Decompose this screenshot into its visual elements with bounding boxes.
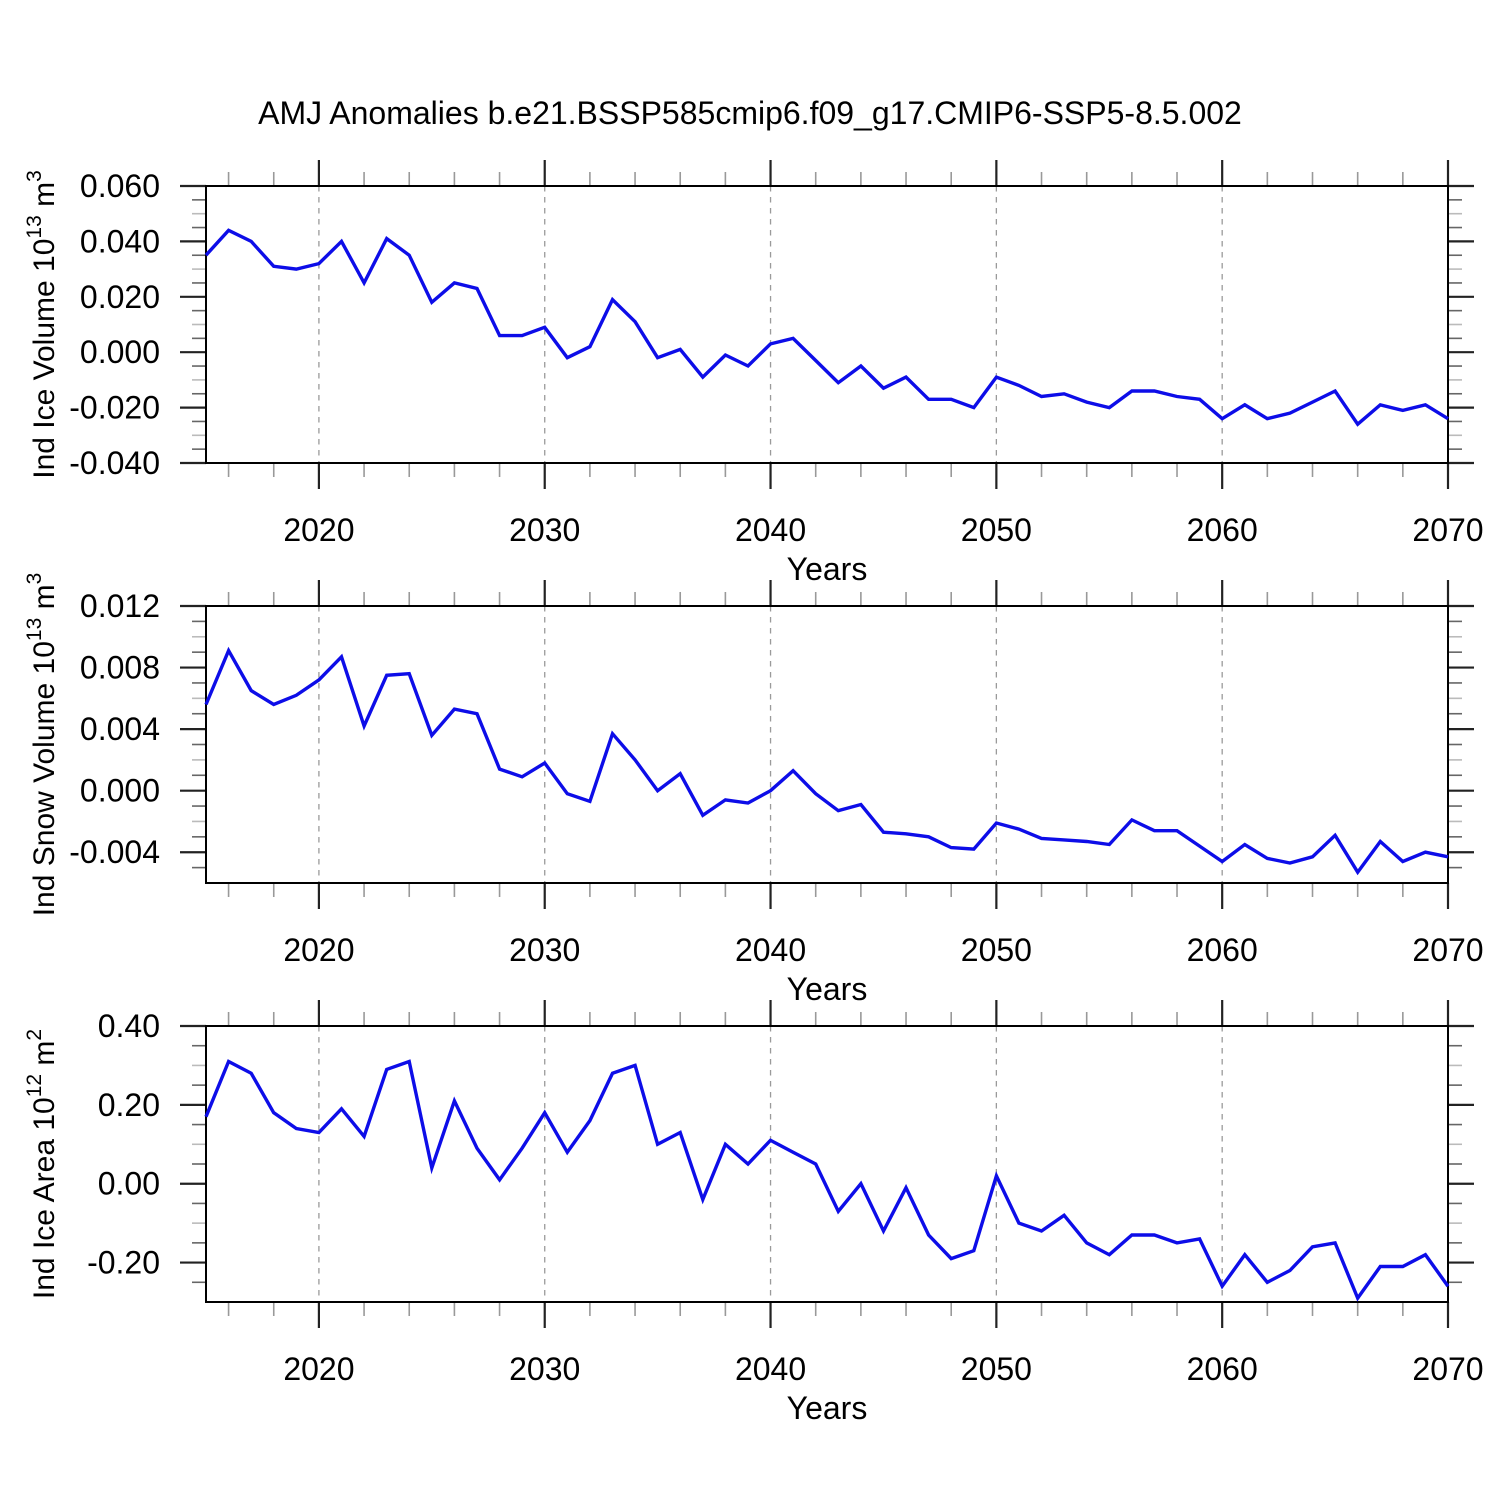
- y-tick-label: -0.020: [69, 390, 160, 426]
- y-tick-label: 0.40: [98, 1008, 160, 1044]
- y-tick-labels: 0.40 0.20 0.00 -0.20: [87, 1008, 160, 1281]
- x-major-ticks: [317, 580, 1450, 909]
- x-axis-title: Years: [787, 1390, 868, 1426]
- x-tick-label: 2050: [961, 512, 1032, 548]
- x-minor-ticks: [227, 1012, 1404, 1316]
- y-major-ticks: [180, 184, 1474, 465]
- plot-frame: [205, 185, 1449, 464]
- x-tick-labels: 2020 2030 2040 2050 2060 2070: [283, 512, 1483, 548]
- x-tick-label: 2050: [961, 932, 1032, 968]
- x-tick-label: 2060: [1187, 932, 1258, 968]
- x-tick-label: 2030: [509, 932, 580, 968]
- y-tick-label: 0.004: [80, 711, 160, 747]
- y-tick-label: 0.040: [80, 223, 160, 259]
- y-tick-label: -0.004: [69, 834, 160, 870]
- y-tick-labels: 0.012 0.008 0.004 0.000 -0.004: [69, 588, 160, 870]
- y-tick-label: 0.008: [80, 650, 160, 686]
- x-tick-labels: 2020 2030 2040 2050 2060 2070: [283, 1351, 1483, 1387]
- y-minor-ticks: [192, 199, 1462, 450]
- x-tick-label: 2060: [1187, 512, 1258, 548]
- x-tick-label: 2050: [961, 1351, 1032, 1387]
- y-axis-title: Ind Snow Volume 1013 m3: [23, 573, 61, 917]
- ice-volume-data-line: [204, 228, 1449, 427]
- x-minor-ticks: [227, 592, 1404, 897]
- y-tick-label: 0.00: [98, 1166, 160, 1202]
- y-tick-label: -0.040: [69, 445, 160, 481]
- x-tick-label: 2020: [283, 932, 354, 968]
- x-tick-label: 2070: [1412, 932, 1483, 968]
- y-tick-label: 0.060: [80, 168, 160, 204]
- y-minor-ticks: [192, 620, 1462, 869]
- x-tick-label: 2040: [735, 932, 806, 968]
- snow-volume-data-line: [204, 646, 1449, 876]
- y-tick-label: 0.000: [80, 773, 160, 809]
- y-axis-title: Ind Ice Volume 1013 m3: [23, 170, 61, 479]
- panel-ice-area: 0.40 0.20 0.00 -0.20 2020 2030 2040 2050 2060 207…: [23, 1000, 1484, 1426]
- y-tick-label: 0.000: [80, 334, 160, 370]
- x-tick-label: 2040: [735, 512, 806, 548]
- y-axis-title: Ind Ice Area 1012 m2: [23, 1029, 61, 1299]
- x-tick-labels: 2020 2030 2040 2050 2060 2070: [283, 932, 1483, 968]
- y-major-ticks: [180, 1024, 1474, 1264]
- x-tick-label: 2020: [283, 1351, 354, 1387]
- x-tick-label: 2030: [509, 512, 580, 548]
- y-tick-label: 0.20: [98, 1087, 160, 1123]
- panel-ice-volume: 0.060 0.040 0.020 0.000 -0.020 -0.040 2020 2030…: [23, 160, 1484, 587]
- x-tick-label: 2030: [509, 1351, 580, 1387]
- y-tick-label: -0.20: [87, 1245, 160, 1281]
- plot-frame: [205, 605, 1449, 884]
- x-tick-label: 2070: [1412, 512, 1483, 548]
- x-tick-label: 2040: [735, 1351, 806, 1387]
- y-tick-label: 0.020: [80, 279, 160, 315]
- x-tick-label: 2070: [1412, 1351, 1483, 1387]
- y-tick-labels: 0.060 0.040 0.020 0.000 -0.020 -0.040: [69, 168, 160, 481]
- y-major-ticks: [180, 604, 1474, 854]
- y-minor-ticks: [192, 1044, 1462, 1284]
- decade-gridlines: [318, 186, 1449, 463]
- x-axis-title: Years: [787, 551, 868, 587]
- x-tick-label: 2020: [283, 512, 354, 548]
- y-tick-label: 0.012: [80, 588, 160, 624]
- x-major-ticks: [317, 1000, 1450, 1328]
- x-minor-ticks: [227, 172, 1404, 477]
- x-axis-title: Years: [787, 971, 868, 1007]
- ice-area-data-line: [204, 1059, 1450, 1302]
- chart-title: AMJ Anomalies b.e21.BSSP585cmip6.f09_g17…: [258, 95, 1242, 131]
- x-tick-label: 2060: [1187, 1351, 1258, 1387]
- plot-frame: [205, 1025, 1449, 1303]
- x-major-ticks: [317, 160, 1450, 489]
